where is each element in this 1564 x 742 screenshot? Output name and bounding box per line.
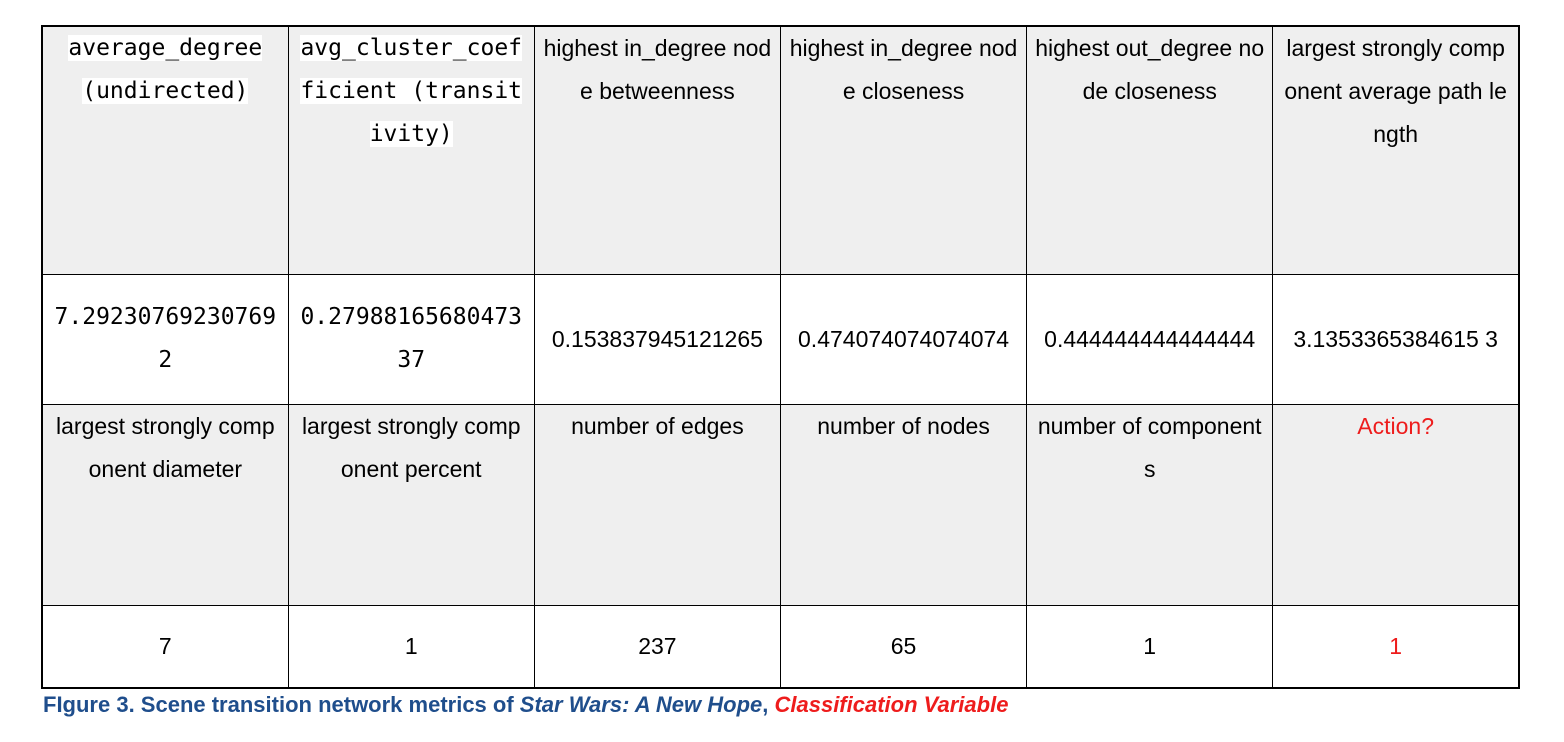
value-row-2: 7 1 237 65 1 1 [41, 605, 1520, 689]
value-scc-avg-path-length: 3.1353365384615 3 [1272, 273, 1520, 405]
value-scc-percent: 1 [287, 605, 535, 689]
header-scc-percent: largest strongly component percent [287, 403, 535, 607]
header-in-degree-closeness: highest in_degree node closeness [779, 25, 1028, 275]
value-average-degree: 7.292307692307692 [41, 273, 289, 405]
value-row-1: 7.292307692307692 0.2798816568047337 0.1… [41, 273, 1520, 405]
header-avg-cluster-coefficient: avg_cluster_coefficient (transitivity) [287, 25, 535, 275]
caption-prefix: FIgure 3. Scene transition network metri… [43, 692, 520, 717]
caption-variable: Classification Variable [774, 692, 1009, 717]
header-scc-diameter: largest strongly component diameter [41, 403, 289, 607]
header-action: Action? [1272, 403, 1520, 607]
header-row-2: largest strongly component diameter larg… [41, 403, 1520, 607]
value-action: 1 [1272, 605, 1520, 689]
value-avg-cluster-coefficient: 0.2798816568047337 [287, 273, 535, 405]
header-average-degree: average_degree (undirected) [41, 25, 289, 275]
value-number-of-nodes: 65 [779, 605, 1028, 689]
caption-title: Star Wars: A New Hope [519, 692, 763, 717]
metrics-table: average_degree (undirected) avg_cluster_… [41, 25, 1520, 689]
header-number-of-components: number of components [1026, 403, 1274, 607]
header-number-of-nodes: number of nodes [779, 403, 1028, 607]
value-in-degree-closeness: 0.474074074074074 [779, 273, 1028, 405]
figure-caption: FIgure 3. Scene transition network metri… [43, 692, 1008, 718]
value-in-degree-betweenness: 0.153837945121265 [533, 273, 781, 405]
value-number-of-components: 1 [1026, 605, 1274, 689]
header-number-of-edges: number of edges [533, 403, 781, 607]
header-row-1: average_degree (undirected) avg_cluster_… [41, 25, 1520, 275]
header-in-degree-betweenness: highest in_degree node betweenness [533, 25, 781, 275]
value-scc-diameter: 7 [41, 605, 289, 689]
caption-separator: , [762, 692, 775, 717]
value-out-degree-closeness: 0.444444444444444 [1026, 273, 1274, 405]
header-out-degree-closeness: highest out_degree node closeness [1026, 25, 1274, 275]
header-scc-avg-path-length: largest strongly component average path … [1272, 25, 1520, 275]
value-number-of-edges: 237 [533, 605, 781, 689]
